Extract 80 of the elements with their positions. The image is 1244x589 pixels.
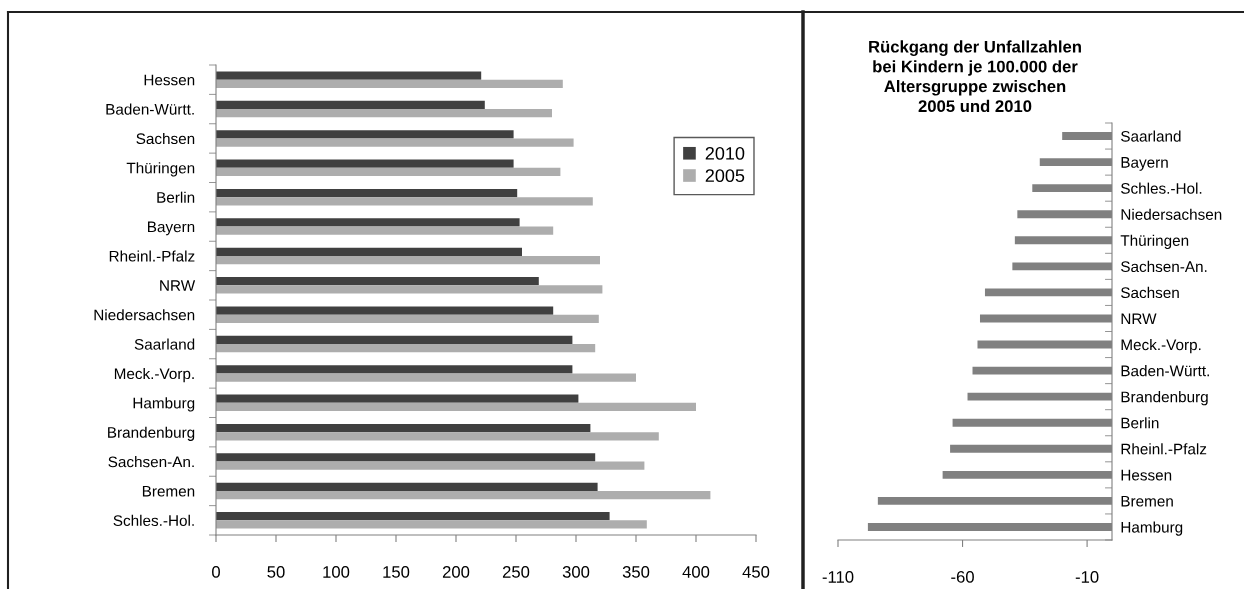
bar bbox=[216, 453, 596, 462]
x-tick-label: 250 bbox=[502, 566, 530, 578]
y-tick-label: NRW bbox=[1121, 313, 1157, 324]
x-tick-label: 200 bbox=[442, 566, 470, 578]
y-tick-label: Schles.-Hol. bbox=[113, 514, 194, 526]
y-tick-label: Hamburg bbox=[1121, 521, 1183, 536]
bar bbox=[216, 159, 514, 168]
legend-label: 2010 bbox=[705, 146, 745, 160]
y-tick-label: Meck.-Vorp. bbox=[1121, 339, 1201, 354]
y-tick-label: Thüringen bbox=[126, 162, 195, 177]
bar bbox=[216, 482, 598, 491]
y-tick-label: Thüringen bbox=[1120, 234, 1189, 249]
bar bbox=[216, 490, 711, 500]
x-tick-label: 350 bbox=[622, 566, 650, 578]
bar bbox=[216, 344, 596, 353]
bar bbox=[216, 365, 573, 374]
y-tick-label: Hessen bbox=[1121, 469, 1172, 481]
bar bbox=[216, 226, 554, 235]
bar bbox=[216, 100, 485, 110]
bar bbox=[216, 432, 659, 441]
y-tick-label: Rheinl.-Pfalz bbox=[1121, 443, 1207, 455]
x-tick-label: 450 bbox=[742, 566, 770, 578]
bar bbox=[216, 130, 514, 139]
bar bbox=[216, 218, 520, 227]
bar bbox=[216, 423, 591, 433]
bar bbox=[216, 255, 600, 265]
bar bbox=[216, 167, 561, 177]
x-tick-label: 0 bbox=[212, 566, 220, 578]
x-tick-label: 100 bbox=[323, 566, 350, 578]
bar bbox=[216, 197, 593, 206]
y-tick-label: Sachsen-An. bbox=[108, 456, 194, 468]
y-tick-label: Sachsen bbox=[1121, 286, 1179, 299]
y-tick-label: Bayern bbox=[148, 221, 195, 236]
x-tick-label: -110 bbox=[822, 571, 854, 583]
bar bbox=[216, 138, 574, 147]
bar bbox=[216, 79, 563, 88]
x-tick-label: 400 bbox=[682, 566, 710, 578]
bar bbox=[216, 109, 552, 118]
bar bbox=[216, 71, 482, 80]
y-tick-label: Saarland bbox=[134, 338, 195, 350]
bar bbox=[216, 277, 539, 286]
y-tick-label: NRW bbox=[160, 280, 196, 291]
bar bbox=[216, 188, 518, 198]
x-tick-label: 300 bbox=[562, 566, 590, 578]
y-tick-label: Sachsen-An. bbox=[1121, 260, 1207, 273]
y-tick-label: Rheinl.-Pfalz bbox=[109, 250, 195, 262]
bar bbox=[216, 461, 645, 470]
y-tick-label: Brandenburg bbox=[1121, 391, 1208, 406]
y-tick-label: Baden-Württ. bbox=[106, 103, 194, 115]
bar bbox=[216, 247, 522, 256]
y-tick-label: Bayern bbox=[1121, 157, 1168, 171]
y-tick-label: Saarland bbox=[1121, 130, 1181, 142]
y-tick-label: Schles.-Hol. bbox=[1121, 182, 1202, 194]
y-tick-label: Meck.-Vorp. bbox=[114, 367, 194, 383]
bar bbox=[216, 402, 696, 412]
y-tick-label: Brandenburg bbox=[108, 426, 195, 441]
y-tick-label: Niedersachsen bbox=[94, 309, 195, 321]
y-tick-label: Hamburg bbox=[133, 397, 195, 412]
bar bbox=[216, 285, 603, 294]
bar bbox=[216, 373, 636, 382]
bar bbox=[216, 314, 599, 323]
x-tick-label: 150 bbox=[383, 566, 410, 578]
x-tick-label: 50 bbox=[267, 566, 285, 578]
y-tick-label: Berlin bbox=[157, 191, 195, 203]
y-tick-label: Niedersachsen bbox=[1121, 208, 1222, 220]
x-tick-label: -60 bbox=[951, 571, 974, 583]
y-tick-label: Berlin bbox=[1121, 417, 1159, 429]
y-tick-label: Bremen bbox=[142, 485, 195, 497]
bar bbox=[216, 306, 554, 315]
x-tick-label: -10 bbox=[1075, 571, 1099, 583]
y-tick-label: Bremen bbox=[1121, 495, 1173, 507]
legend-label: 2005 bbox=[705, 169, 745, 183]
bar bbox=[216, 520, 647, 529]
bar bbox=[216, 512, 610, 521]
y-tick-label: Hessen bbox=[144, 74, 195, 86]
bar bbox=[216, 335, 573, 345]
y-tick-label: Baden-Württ. bbox=[1121, 365, 1209, 377]
bar bbox=[216, 394, 579, 403]
y-tick-label: Sachsen bbox=[136, 132, 195, 145]
chart-title: Rückgang der Unfallzahlen bei Kindern je 100.000 der Altersgruppe zwischen 2005 und 2010 bbox=[869, 40, 1081, 113]
